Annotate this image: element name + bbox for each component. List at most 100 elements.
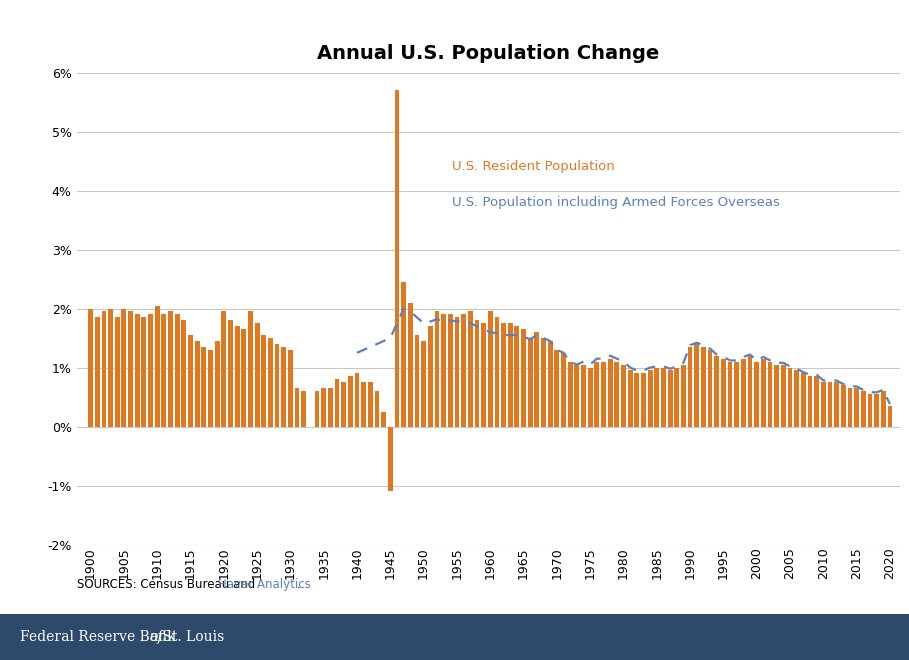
Bar xyxy=(827,382,833,426)
Bar xyxy=(474,320,479,426)
Bar xyxy=(568,362,573,426)
Bar xyxy=(701,347,705,426)
Bar xyxy=(881,391,885,426)
Bar xyxy=(248,312,253,426)
Bar xyxy=(148,314,153,426)
Bar xyxy=(727,362,733,426)
Bar xyxy=(581,364,586,426)
Bar xyxy=(108,309,113,426)
Bar xyxy=(454,317,459,426)
Text: SOURCES: Census Bureau and: SOURCES: Census Bureau and xyxy=(77,578,259,591)
Bar xyxy=(468,312,473,426)
Bar xyxy=(854,388,859,426)
Bar xyxy=(162,314,166,426)
Bar xyxy=(348,376,353,426)
Bar xyxy=(641,374,646,426)
Bar xyxy=(521,329,526,426)
Bar xyxy=(787,368,793,426)
Bar xyxy=(561,353,566,426)
Bar xyxy=(288,350,293,426)
Bar xyxy=(654,368,659,426)
Text: Federal Reserve Bank: Federal Reserve Bank xyxy=(20,630,180,644)
Bar xyxy=(381,412,386,426)
Text: U.S. Population including Armed Forces Overseas: U.S. Population including Armed Forces O… xyxy=(452,196,779,209)
Bar xyxy=(634,374,639,426)
Text: Haver Analytics: Haver Analytics xyxy=(218,578,311,591)
Text: .: . xyxy=(296,578,301,591)
Bar xyxy=(594,362,599,426)
Bar xyxy=(361,382,366,426)
Bar xyxy=(814,376,819,426)
Bar xyxy=(195,341,200,426)
Bar xyxy=(794,370,799,426)
Bar xyxy=(528,338,533,426)
Bar xyxy=(508,323,513,426)
Bar xyxy=(341,382,346,426)
Bar xyxy=(215,341,220,426)
Bar xyxy=(821,382,825,426)
Bar xyxy=(861,391,865,426)
Bar xyxy=(295,388,299,426)
Bar xyxy=(708,350,713,426)
Bar xyxy=(155,306,160,426)
Bar xyxy=(275,344,279,426)
Bar xyxy=(168,312,173,426)
Bar xyxy=(554,350,559,426)
Bar xyxy=(801,374,805,426)
Bar xyxy=(415,335,419,426)
Bar xyxy=(681,364,685,426)
Bar xyxy=(335,379,339,426)
Bar xyxy=(282,347,286,426)
Bar xyxy=(268,338,273,426)
Bar xyxy=(501,323,506,426)
Bar xyxy=(408,303,413,426)
Bar xyxy=(135,314,140,426)
Bar xyxy=(242,329,246,426)
Bar xyxy=(494,317,499,426)
Bar xyxy=(102,312,106,426)
Bar xyxy=(668,370,673,426)
Bar xyxy=(674,368,679,426)
Bar xyxy=(541,338,546,426)
Bar xyxy=(202,347,206,426)
Bar xyxy=(741,358,745,426)
Bar xyxy=(548,341,553,426)
Bar xyxy=(767,362,773,426)
Bar xyxy=(401,282,406,426)
Bar xyxy=(628,370,633,426)
Bar xyxy=(388,426,393,492)
Title: Annual U.S. Population Change: Annual U.S. Population Change xyxy=(317,44,660,63)
Bar xyxy=(188,335,193,426)
Bar xyxy=(115,317,120,426)
Bar xyxy=(694,344,699,426)
Bar xyxy=(834,382,839,426)
Bar xyxy=(355,374,359,426)
Bar xyxy=(95,317,100,426)
Bar xyxy=(441,314,446,426)
Bar xyxy=(747,356,753,426)
Bar xyxy=(228,320,233,426)
Bar xyxy=(421,341,426,426)
Bar xyxy=(128,312,133,426)
Bar xyxy=(328,388,333,426)
Bar xyxy=(488,312,493,426)
Bar xyxy=(867,394,873,426)
Bar xyxy=(208,350,213,426)
Bar xyxy=(874,394,879,426)
Bar xyxy=(721,358,725,426)
Bar xyxy=(175,314,180,426)
Text: U.S. Resident Population: U.S. Resident Population xyxy=(452,160,614,174)
Bar xyxy=(375,391,379,426)
Bar xyxy=(661,368,665,426)
Text: St. Louis: St. Louis xyxy=(158,630,225,644)
Bar xyxy=(754,362,759,426)
Bar xyxy=(428,326,433,426)
Bar xyxy=(222,312,226,426)
Bar xyxy=(235,326,240,426)
Bar xyxy=(734,362,739,426)
Bar xyxy=(461,314,466,426)
Bar xyxy=(481,323,486,426)
Bar xyxy=(395,90,399,426)
Bar xyxy=(807,376,813,426)
Bar xyxy=(142,317,146,426)
